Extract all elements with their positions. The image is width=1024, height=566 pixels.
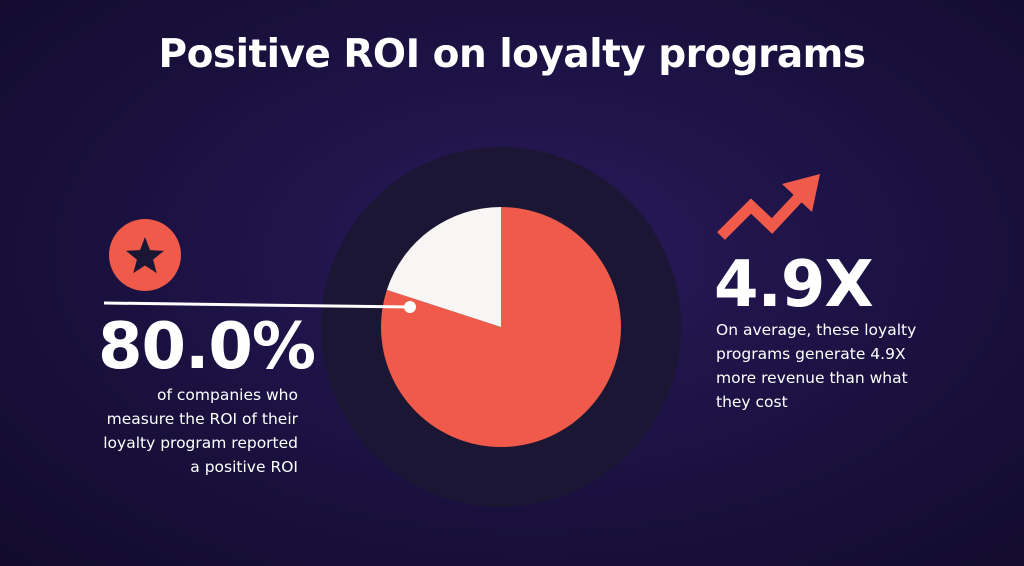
left-caption-line: loyalty program reported <box>103 434 298 452</box>
left-stat-value: 80.0% <box>98 310 316 384</box>
trend-up-arrow-icon <box>717 174 820 240</box>
pie-slice-remainder <box>386 207 501 327</box>
star-icon <box>109 219 181 291</box>
leader-line <box>103 301 411 309</box>
leader-dot <box>404 301 416 313</box>
right-caption-line: they cost <box>716 393 788 411</box>
right-caption-line: more revenue than what <box>716 369 908 387</box>
right-caption-line: On average, these loyalty <box>716 321 917 339</box>
right-stat-value: 4.9X <box>714 248 874 322</box>
pie-slices <box>380 207 621 447</box>
left-stat-caption: of companies who measure the ROI of thei… <box>90 383 298 479</box>
left-caption-line: measure the ROI of their <box>106 410 298 428</box>
right-stat-caption: On average, these loyalty programs gener… <box>716 318 946 414</box>
pie-slice-positive-roi <box>380 207 621 447</box>
left-caption-line: a positive ROI <box>190 458 298 476</box>
right-caption-line: programs generate 4.9X <box>716 345 906 363</box>
page-title: Positive ROI on loyalty programs <box>158 32 866 77</box>
left-caption-line: of companies who <box>157 386 298 404</box>
